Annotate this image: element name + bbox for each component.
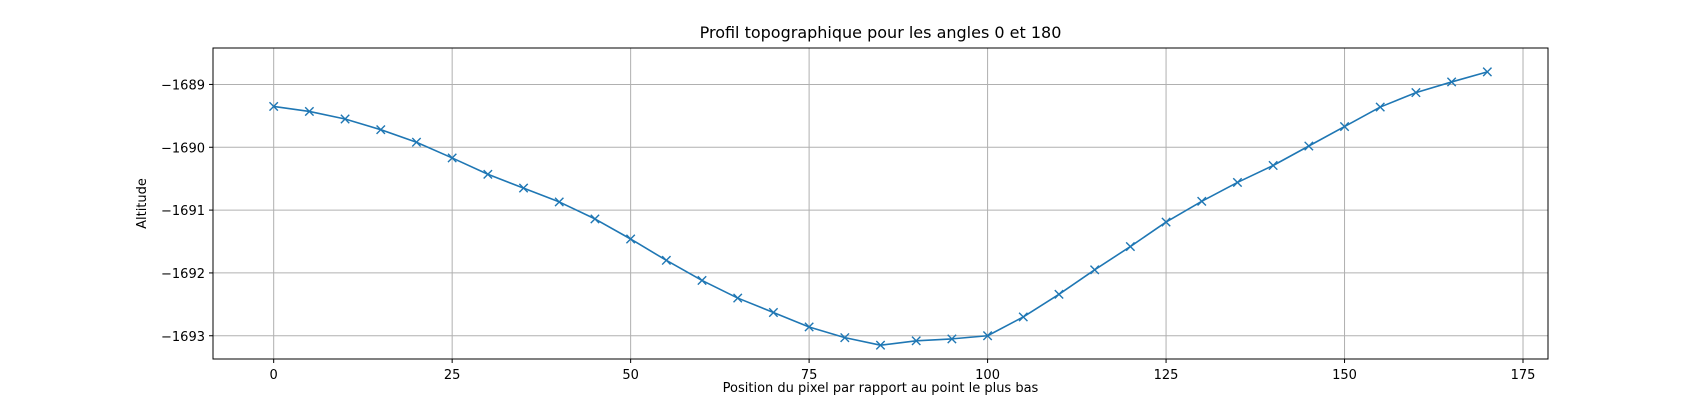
data-point-marker [304, 106, 315, 117]
chart-title: Profil topographique pour les angles 0 e… [700, 23, 1062, 42]
marker-stroke [625, 234, 636, 244]
tick-layer: 0 25 50 75 100 125 150 175 −1693 −1692 −1691 −1690 −… [161, 78, 1535, 383]
data-point-marker [590, 214, 600, 224]
x-axis-title: Position du pixel par rapport au point l… [723, 381, 1039, 396]
plot-frame [212, 47, 1549, 360]
y-tick-label: −1689 [161, 78, 205, 93]
x-tick-label: 150 [1332, 368, 1357, 383]
data-point-marker [483, 169, 493, 179]
series-layer [268, 67, 1493, 350]
data-point-marker [840, 332, 850, 343]
data-point-marker [982, 331, 993, 341]
x-tick-label: 175 [1511, 368, 1536, 383]
data-point-marker [875, 340, 886, 350]
marker-stroke [1304, 141, 1314, 151]
data-point-marker [625, 234, 636, 244]
marker-stroke [1268, 160, 1278, 171]
data-point-marker [947, 334, 957, 344]
y-tick-label: −1692 [161, 267, 205, 282]
marker-stroke [376, 124, 386, 135]
marker-stroke [1339, 121, 1350, 132]
data-point-marker [768, 307, 779, 318]
data-point-marker [1125, 241, 1136, 252]
data-point-marker [1411, 87, 1421, 98]
data-point-marker [411, 137, 422, 147]
marker-stroke [1232, 177, 1243, 188]
data-point-marker [1482, 67, 1493, 77]
y-axis-title: Altitude [135, 178, 150, 229]
x-tick-label: 100 [975, 368, 1000, 383]
data-point-marker [554, 197, 564, 207]
marker-stroke [840, 332, 850, 343]
data-point-marker [661, 255, 672, 266]
marker-stroke [1054, 289, 1064, 299]
grid-lines [213, 48, 1548, 359]
marker-stroke [1018, 312, 1028, 322]
marker-stroke [268, 101, 279, 112]
data-point-marker [268, 101, 279, 112]
marker-stroke [911, 336, 921, 346]
marker-stroke [340, 114, 350, 124]
data-point-marker [1089, 265, 1100, 275]
marker-stroke [1411, 87, 1421, 98]
marker-stroke [1089, 265, 1100, 275]
data-point-marker [518, 183, 529, 193]
marker-stroke [1446, 77, 1457, 87]
data-point-marker [1054, 289, 1064, 299]
y-tick-label: −1690 [161, 141, 205, 156]
data-point-marker [376, 124, 386, 135]
x-tick-label: 75 [801, 368, 818, 383]
data-point-marker [447, 153, 457, 163]
y-tick-label: −1691 [161, 204, 205, 219]
marker-stroke [768, 307, 779, 318]
data-point-marker [804, 322, 814, 332]
x-tick-label: 50 [622, 368, 639, 383]
marker-stroke [411, 137, 422, 147]
marker-stroke [875, 340, 886, 350]
marker-stroke [697, 275, 707, 286]
data-point-marker [1339, 121, 1350, 132]
marker-stroke [804, 322, 814, 332]
data-point-marker [1375, 102, 1385, 112]
marker-stroke [1161, 217, 1171, 227]
x-tick-label: 0 [270, 368, 278, 383]
x-tick-label: 25 [444, 368, 461, 383]
marker-stroke [1375, 102, 1385, 112]
data-point-marker [1446, 77, 1457, 87]
data-point-marker [1197, 196, 1207, 206]
data-point-marker [1304, 141, 1314, 151]
data-point-marker [1161, 217, 1171, 227]
marker-stroke [1197, 196, 1207, 206]
data-point-marker [697, 275, 707, 286]
data-point-marker [911, 336, 921, 346]
marker-stroke [518, 183, 529, 193]
marker-stroke [661, 255, 672, 266]
marker-stroke [304, 106, 315, 117]
marker-stroke [483, 169, 493, 179]
marker-stroke [947, 334, 957, 344]
x-tick-label: 125 [1154, 368, 1179, 383]
marker-stroke [982, 331, 993, 341]
marker-stroke [1125, 241, 1136, 252]
data-point-marker [1018, 312, 1028, 322]
data-point-marker [1268, 160, 1278, 171]
data-point-marker [733, 293, 743, 303]
marker-stroke [554, 197, 564, 207]
data-point-marker [340, 114, 350, 124]
marker-stroke [733, 293, 743, 303]
marker-stroke [590, 214, 600, 224]
marker-stroke [1482, 67, 1493, 77]
data-point-marker [1232, 177, 1243, 188]
y-tick-label: −1693 [161, 330, 205, 345]
marker-stroke [447, 153, 457, 163]
